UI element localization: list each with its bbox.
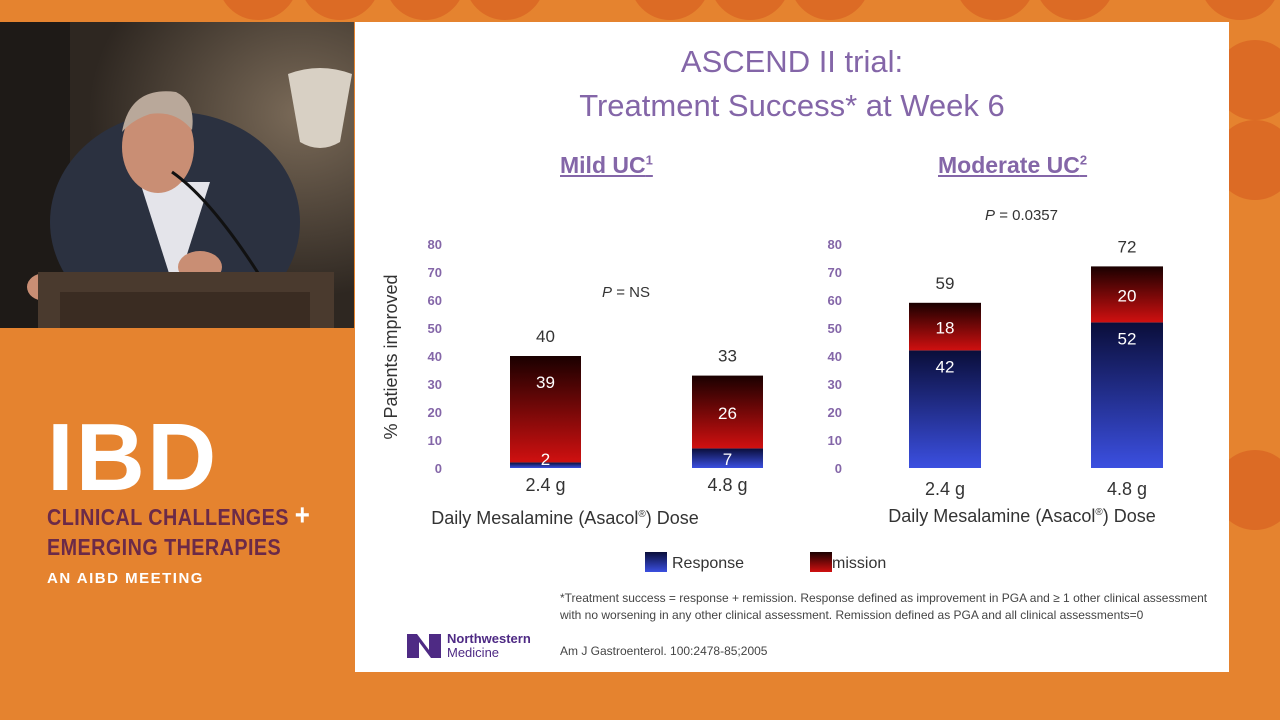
y-tick-label: 30 xyxy=(828,377,842,392)
y-tick-label: 70 xyxy=(828,265,842,280)
data-label-response: 7 xyxy=(723,450,732,469)
y-tick-label: 60 xyxy=(828,293,842,308)
presentation-slide: ASCEND II trial: Treatment Success* at W… xyxy=(355,22,1229,672)
wall-lamp xyxy=(288,68,352,148)
mild-p-text: = NS xyxy=(616,284,650,301)
brand-line-1: CLINICAL CHALLENGES + xyxy=(47,501,310,532)
legend-response-label: Response xyxy=(672,555,745,572)
bar-remission xyxy=(692,375,763,449)
speaker-face xyxy=(122,101,194,193)
x-tick-label: 4.8 g xyxy=(1107,479,1147,499)
moderate-p-value: P = 0.0357 xyxy=(985,207,1058,224)
data-label-remission: 18 xyxy=(936,319,955,338)
moderate-uc-ref: 2 xyxy=(1079,152,1088,168)
brand-line-1-text: CLINICAL CHALLENGES xyxy=(47,504,289,530)
data-label-response: 2 xyxy=(541,450,550,469)
data-label-remission: 20 xyxy=(1118,286,1137,305)
y-tick-label: 40 xyxy=(428,349,442,364)
nm-logo-name: Northwestern xyxy=(447,631,531,646)
speaker-video xyxy=(0,22,354,328)
legend-remission: mission xyxy=(810,552,886,573)
y-tick-label: 50 xyxy=(828,321,842,336)
mild-uc-title-text: Mild UC xyxy=(560,152,646,178)
footnote: *Treatment success = response + remissio… xyxy=(560,591,1208,622)
ibd-logo: IBD xyxy=(47,404,219,511)
x-axis-label: Daily Mesalamine (Asacol®) Dose xyxy=(431,508,698,528)
slide-title-line-1: ASCEND II trial: xyxy=(680,44,904,79)
legend-response: Response xyxy=(645,552,744,573)
bar-response xyxy=(692,448,763,468)
response-swatch xyxy=(645,552,667,572)
bar-response xyxy=(1091,322,1163,468)
x-tick-label: 2.4 g xyxy=(925,479,965,499)
y-tick-label: 0 xyxy=(435,461,442,476)
nm-logo-icon xyxy=(407,634,441,658)
mild-uc-title: Mild UC1 xyxy=(560,152,653,179)
y-tick-label: 20 xyxy=(428,405,442,420)
mild-p-value: P = NS xyxy=(602,284,650,301)
y-tick-label: 80 xyxy=(828,237,842,252)
y-tick-label: 10 xyxy=(428,433,442,448)
nm-logo-sub: Medicine xyxy=(447,645,500,660)
y-tick-label: 60 xyxy=(428,293,442,308)
slide-title-line-2: Treatment Success* at Week 6 xyxy=(579,88,1005,123)
data-label-total: 33 xyxy=(718,347,737,366)
mild-p-label: P xyxy=(602,284,613,301)
moderate-uc-title: Moderate UC2 xyxy=(938,152,1087,179)
remission-swatch xyxy=(810,552,832,572)
data-label-response: 52 xyxy=(1118,329,1137,348)
x-tick-label: 2.4 g xyxy=(525,475,565,495)
speaker-scene xyxy=(0,22,354,328)
x-axis-label: Daily Mesalamine (Asacol®) Dose xyxy=(888,506,1155,526)
y-tick-label: 20 xyxy=(828,405,842,420)
y-tick-label: 0 xyxy=(835,461,842,476)
x-tick-label: 4.8 g xyxy=(707,475,747,495)
moderate-p-label: P xyxy=(985,207,996,224)
citation: Am J Gastroenterol. 100:2478-85;2005 xyxy=(560,644,768,658)
bar-remission xyxy=(1091,266,1163,323)
bar-remission xyxy=(909,302,981,351)
y-tick-label: 70 xyxy=(428,265,442,280)
brand-subtitle: AN AIBD MEETING xyxy=(47,570,204,587)
bar-response xyxy=(909,350,981,468)
y-tick-label: 30 xyxy=(428,377,442,392)
bar-remission xyxy=(510,356,581,463)
brand-line-2: EMERGING THERAPIES xyxy=(47,534,282,560)
northwestern-medicine-logo: Northwestern Medicine xyxy=(405,632,531,665)
y-axis-label: % Patients improved xyxy=(381,274,401,439)
y-tick-label: 80 xyxy=(428,237,442,252)
nm-logo-text: Northwestern Medicine xyxy=(447,632,531,660)
event-branding: IBD CLINICAL CHALLENGES + EMERGING THERA… xyxy=(47,404,347,588)
legend-remission-label: mission xyxy=(832,555,887,572)
moderate-p-text: = 0.0357 xyxy=(999,207,1058,224)
data-label-total: 40 xyxy=(536,327,555,346)
data-label-remission: 26 xyxy=(718,404,737,423)
bar-response xyxy=(510,462,581,468)
data-label-total: 59 xyxy=(936,274,955,293)
slide-title: ASCEND II trial: Treatment Success* at W… xyxy=(355,40,1229,128)
mild-uc-ref: 1 xyxy=(645,152,653,168)
y-tick-label: 40 xyxy=(828,349,842,364)
y-tick-label: 50 xyxy=(428,321,442,336)
data-label-total: 72 xyxy=(1118,237,1137,256)
moderate-uc-title-text: Moderate UC xyxy=(938,152,1080,178)
data-label-remission: 39 xyxy=(536,373,555,392)
data-label-response: 42 xyxy=(936,357,955,376)
plus-sign: + xyxy=(294,499,311,532)
y-tick-label: 10 xyxy=(828,433,842,448)
